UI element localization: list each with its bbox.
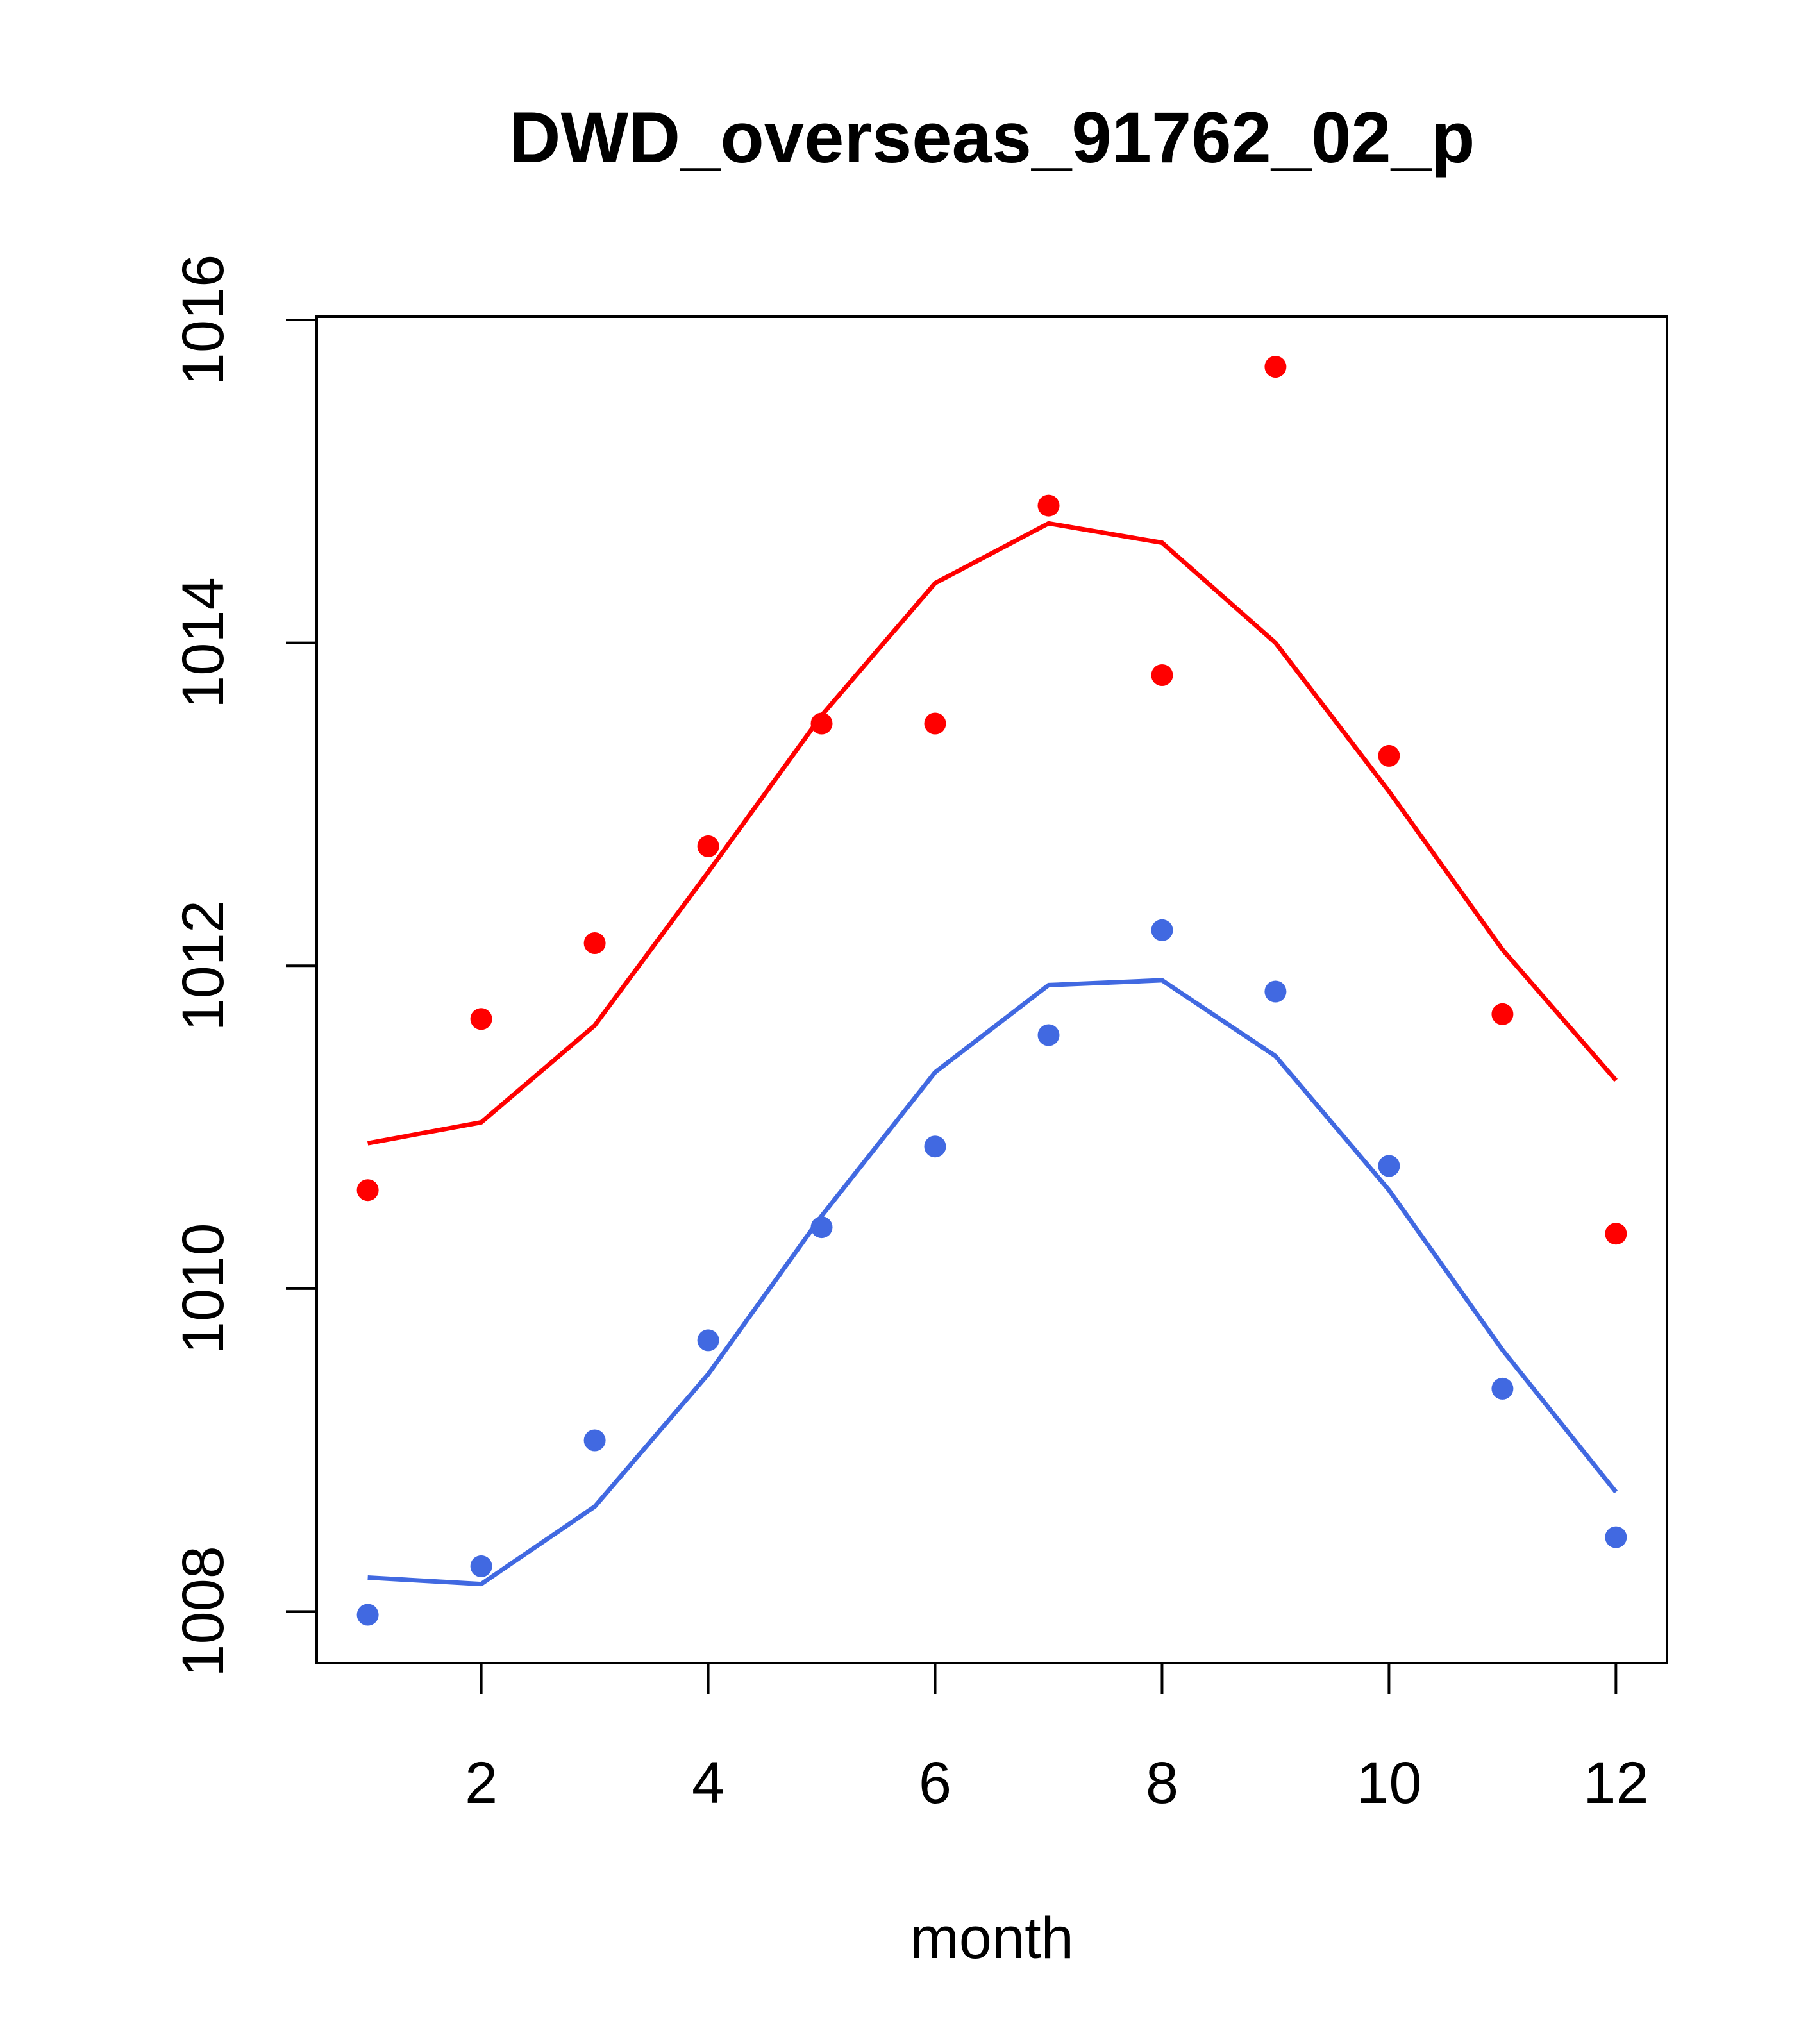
- x-tick-label: 2: [465, 1750, 498, 1816]
- data-point-lower: [356, 1604, 379, 1626]
- data-point-upper: [1264, 356, 1287, 378]
- y-tick-label: 1010: [171, 1223, 236, 1354]
- x-tick-label: 6: [919, 1750, 951, 1816]
- data-point-lower: [1378, 1155, 1400, 1177]
- data-point-lower: [1264, 980, 1287, 1003]
- data-point-upper: [470, 1008, 492, 1030]
- y-tick-label: 1012: [171, 900, 236, 1032]
- data-point-upper: [1491, 1003, 1514, 1025]
- y-tick-label: 1008: [171, 1546, 236, 1677]
- x-tick-label: 4: [692, 1750, 724, 1816]
- y-axis: 1008 1010 1012 1014 1016: [171, 255, 317, 1677]
- data-point-lower: [1037, 1024, 1060, 1046]
- series-line-lower: [367, 978, 1618, 1587]
- plot-area: [356, 356, 1627, 1626]
- data-point-lower: [697, 1329, 719, 1352]
- x-tick-label: 12: [1583, 1750, 1648, 1816]
- data-point-lower: [1491, 1377, 1514, 1400]
- data-point-lower: [583, 1429, 606, 1452]
- chart-title: DWD_overseas_91762_02_p: [509, 97, 1475, 178]
- data-point-lower: [1151, 919, 1173, 941]
- data-point-upper: [1151, 664, 1173, 686]
- data-point-lower: [924, 1135, 946, 1158]
- series-line-upper: [367, 521, 1618, 1146]
- data-point-lower: [470, 1555, 492, 1577]
- data-point-upper: [1037, 494, 1060, 517]
- data-point-upper: [924, 712, 946, 735]
- data-point-lower: [810, 1216, 833, 1239]
- data-point-upper: [1605, 1223, 1627, 1245]
- data-point-upper: [583, 932, 606, 954]
- data-point-upper: [356, 1179, 379, 1202]
- y-tick-label: 1016: [171, 255, 236, 386]
- x-tick-label: 10: [1356, 1750, 1421, 1816]
- data-point-upper: [697, 835, 719, 857]
- data-point-upper: [810, 712, 833, 735]
- x-axis-label: month: [910, 1906, 1074, 1971]
- data-point-lower: [1605, 1526, 1627, 1548]
- x-tick-label: 8: [1146, 1750, 1178, 1816]
- y-tick-label: 1014: [171, 577, 236, 708]
- data-point-upper: [1378, 744, 1400, 767]
- x-axis: 2 4 6 8 10 12: [465, 1663, 1649, 1816]
- plot-frame: [315, 315, 1668, 1664]
